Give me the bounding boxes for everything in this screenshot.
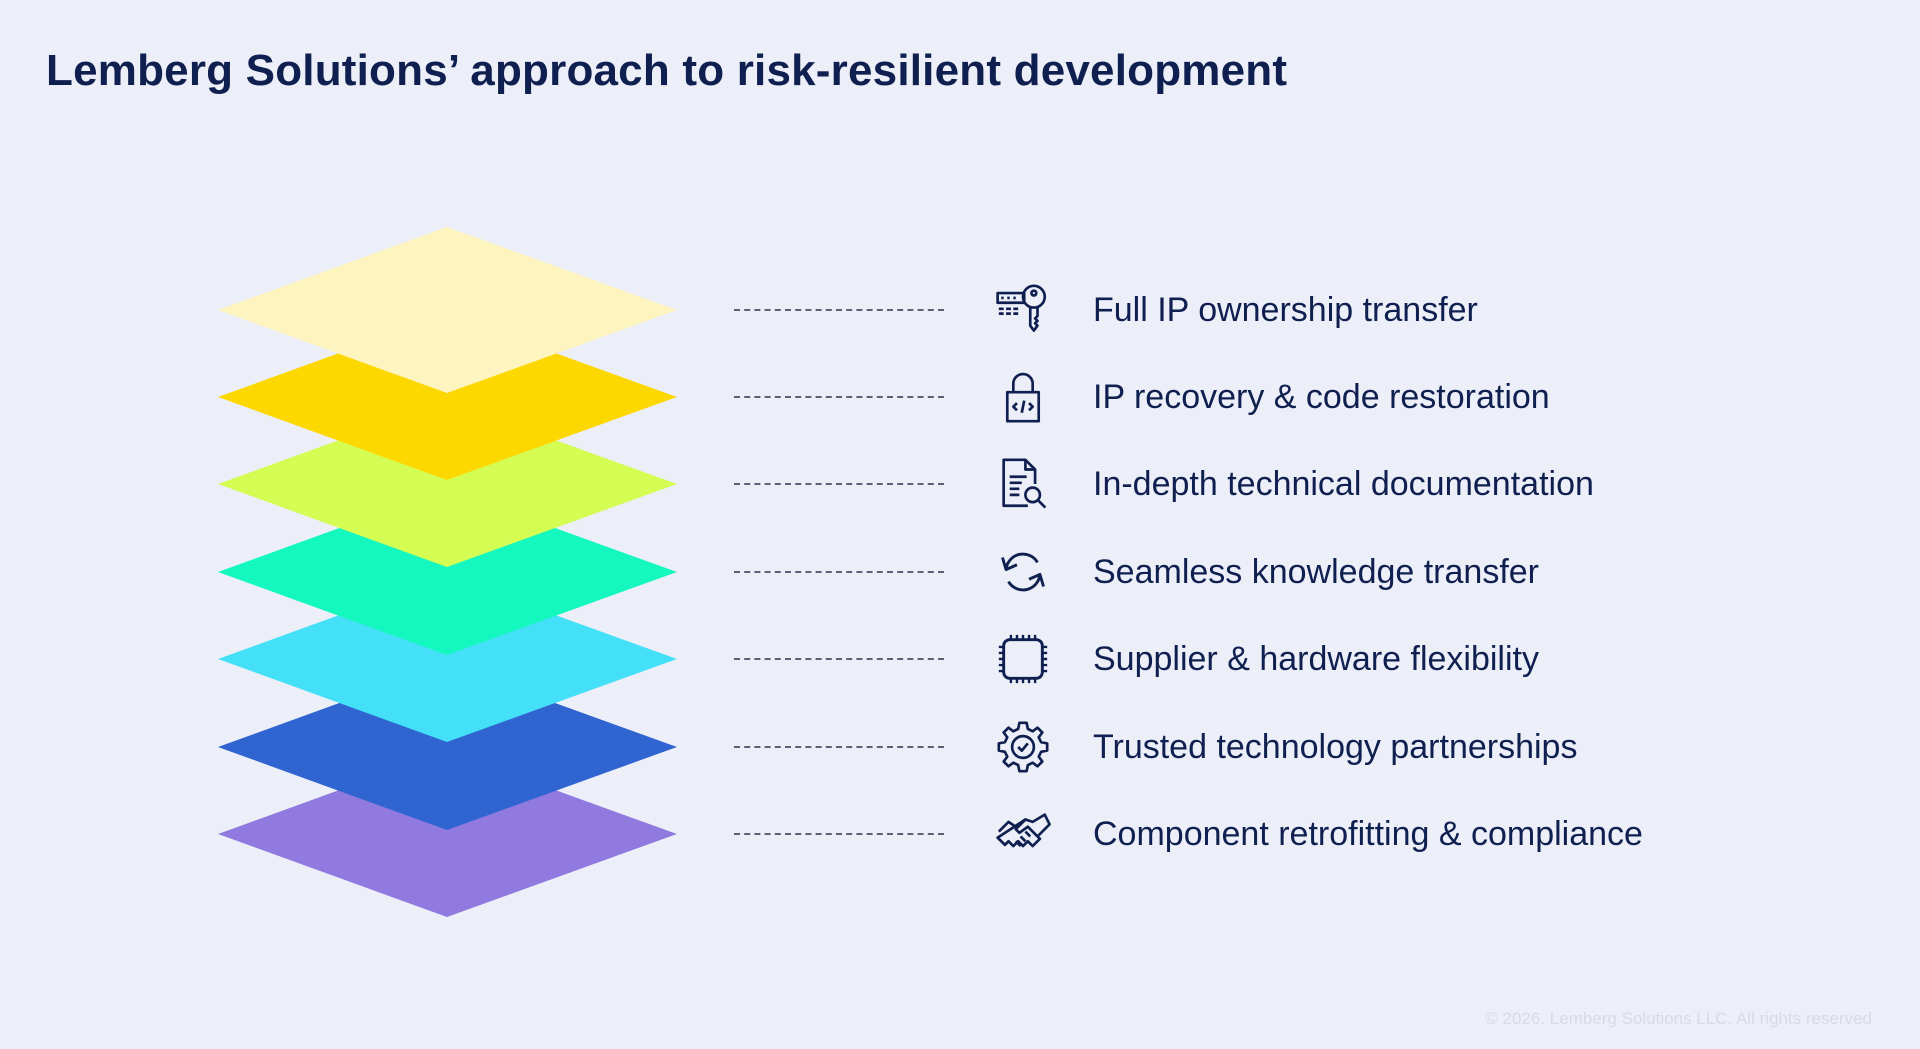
layer-label: Seamless knowledge transfer: [1093, 553, 1540, 591]
layer-5-diamond: [218, 576, 677, 742]
key-card-icon: [994, 281, 1052, 339]
handshake-icon: [994, 805, 1052, 863]
connector-line: [734, 571, 944, 573]
connector-line: [734, 483, 944, 485]
layer-6-diamond: [218, 664, 677, 830]
layer-label: In-depth technical documentation: [1093, 465, 1594, 503]
connector-line: [734, 309, 944, 311]
code-lock-icon: [994, 368, 1052, 426]
layer-label: Component retrofitting & compliance: [1093, 815, 1643, 853]
layer-1-diamond: [218, 227, 677, 393]
layer-4-diamond: [218, 489, 677, 655]
copyright-footer: © 2026. Lemberg Solutions LLC. All right…: [1485, 1009, 1872, 1028]
layer-label: Trusted technology partnerships: [1093, 728, 1578, 766]
sync-arrows-icon: [994, 543, 1052, 601]
connector-line: [734, 833, 944, 835]
layer-2-diamond: [218, 314, 677, 480]
layer-label: IP recovery & code restoration: [1093, 378, 1550, 416]
microchip-icon: [994, 630, 1052, 688]
layer-label: Full IP ownership transfer: [1093, 291, 1478, 329]
connector-line: [734, 396, 944, 398]
layer-label: Supplier & hardware flexibility: [1093, 640, 1539, 678]
connector-line: [734, 658, 944, 660]
gear-check-icon: [994, 718, 1052, 776]
layer-3-diamond: [218, 401, 677, 567]
layer-7-diamond: [218, 751, 677, 917]
page-title: Lemberg Solutions’ approach to risk-resi…: [46, 46, 1288, 95]
layer-stack-diagram: [218, 227, 677, 917]
document-search-icon: [994, 455, 1052, 513]
connector-line: [734, 746, 944, 748]
